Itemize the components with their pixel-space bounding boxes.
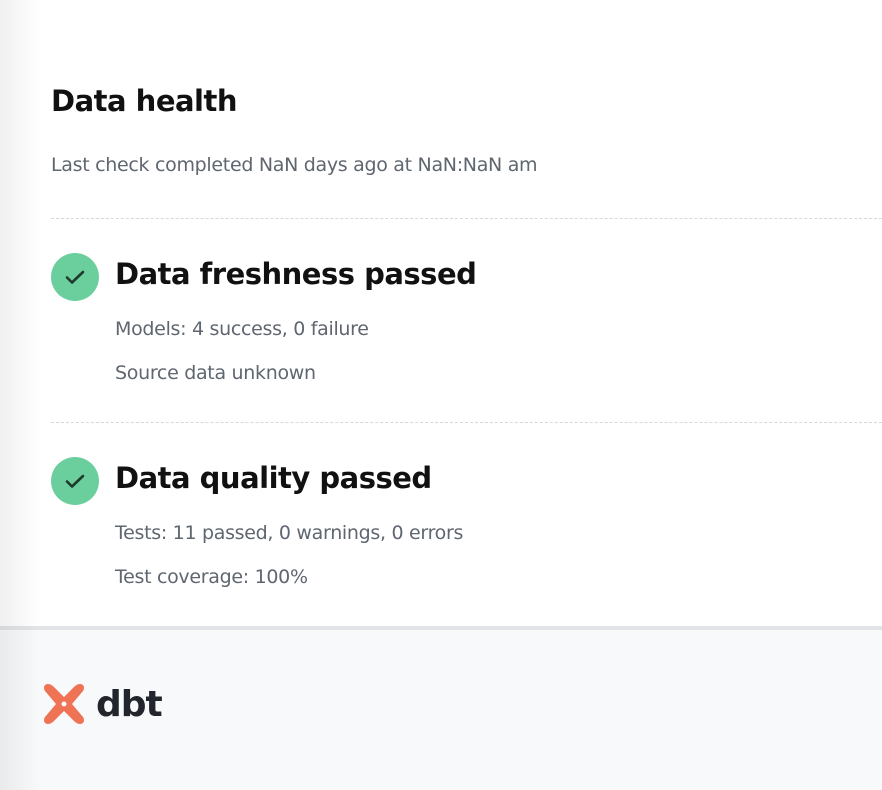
check-circle-icon (51, 457, 99, 505)
section-detail: Test coverage: 100% (115, 566, 308, 588)
section-detail: Source data unknown (115, 362, 316, 384)
dbt-logo: dbt (42, 682, 163, 726)
logo-text: dbt (96, 683, 163, 725)
data-health-panel: Data health Last check completed NaN day… (51, 84, 882, 588)
last-check-text: Last check completed NaN days ago at NaN… (51, 154, 538, 176)
section-title: Data quality passed (115, 461, 432, 495)
check-circle-icon (51, 253, 99, 301)
footer: dbt (0, 626, 882, 790)
divider (51, 218, 882, 219)
divider (51, 422, 882, 423)
page-title: Data health (51, 84, 238, 118)
section-detail: Models: 4 success, 0 failure (115, 318, 369, 340)
dbt-logo-icon (44, 684, 84, 724)
section-title: Data freshness passed (115, 257, 477, 291)
section-detail: Tests: 11 passed, 0 warnings, 0 errors (115, 522, 464, 544)
